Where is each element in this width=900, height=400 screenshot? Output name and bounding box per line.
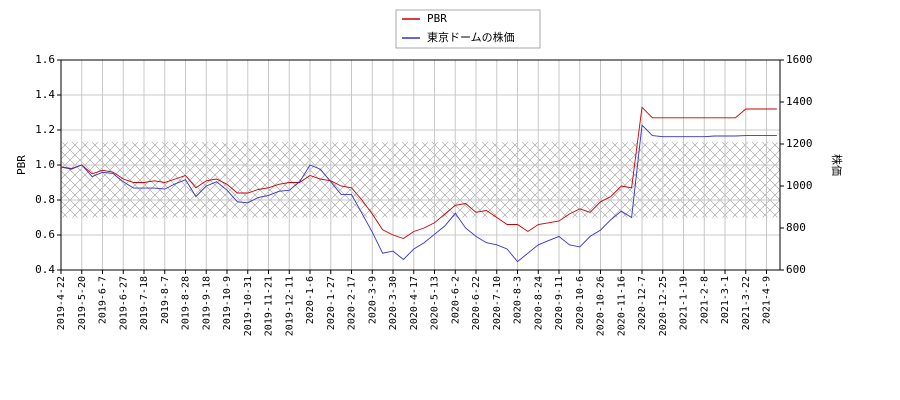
x-tick-label: 2020-11-16 <box>616 276 627 336</box>
x-tick-label: 2020-6-2 <box>450 276 461 324</box>
x-tick-label: 2020-6-22 <box>471 276 482 330</box>
plot-frame <box>60 59 781 271</box>
series-line <box>60 124 777 263</box>
y-tick-label: 1.0 <box>35 158 55 171</box>
x-tick-label: 2019-11-21 <box>264 276 275 336</box>
x-tick-label: 2019-6-7 <box>98 276 109 324</box>
x-tick-label: 2019-10-31 <box>243 276 254 336</box>
x-tick-label: 2020-12-25 <box>658 276 669 336</box>
x-tick-label: 2020-2-17 <box>347 276 358 330</box>
x-tick-label: 2019-4-22 <box>56 276 67 330</box>
x-tick-label: 2020-1-6 <box>305 276 316 324</box>
x-tick-label: 2020-4-17 <box>409 276 420 330</box>
x-tick-label: 2019-9-18 <box>201 276 212 330</box>
x-tick-label: 2019-12-11 <box>284 276 295 336</box>
x-tick-label: 2020-10-6 <box>575 276 586 330</box>
y-axis-label: PBR <box>15 155 28 175</box>
y-tick-label: 1.6 <box>35 53 55 66</box>
x-tick-label: 2020-8-3 <box>513 276 524 324</box>
x-tick-label: 2020-7-10 <box>492 276 503 330</box>
y-tick-label: 0.6 <box>35 228 55 241</box>
y2-axis-label: 株価 <box>830 154 844 176</box>
x-tick-label: 2021-4-9 <box>762 276 773 324</box>
x-tick-label: 2019-10-9 <box>222 276 233 330</box>
x-tick-label: 2020-3-9 <box>367 276 378 324</box>
x-tick-label: 2021-1-19 <box>679 276 690 330</box>
series-line <box>60 106 777 239</box>
x-tick-label: 2020-10-26 <box>596 276 607 336</box>
x-tick-label: 2020-5-13 <box>430 276 441 330</box>
hatch-band <box>61 142 780 218</box>
x-tick-label: 2019-5-20 <box>77 276 88 330</box>
y2-tick-label: 1400 <box>786 95 813 108</box>
legend-label: PBR <box>427 12 447 25</box>
x-tick-label: 2020-3-30 <box>388 276 399 330</box>
y2-tick-label: 1200 <box>786 137 813 150</box>
legend-label: 東京ドームの株価 <box>427 30 515 44</box>
y-tick-label: 1.2 <box>35 123 55 136</box>
x-tick-label: 2020-8-24 <box>533 276 544 330</box>
x-tick-label: 2020-9-11 <box>554 276 565 330</box>
x-tick-label: 2019-8-28 <box>181 276 192 330</box>
x-tick-label: 2021-3-1 <box>720 276 731 324</box>
y-tick-label: 0.8 <box>35 193 55 206</box>
y-tick-label: 0.4 <box>35 263 55 276</box>
y2-tick-label: 1000 <box>786 179 813 192</box>
x-tick-label: 2020-1-27 <box>326 276 337 330</box>
y-tick-label: 1.4 <box>35 88 55 101</box>
y2-tick-label: 800 <box>786 221 806 234</box>
legend-box <box>395 9 541 49</box>
x-tick-label: 2019-7-18 <box>139 276 150 330</box>
y2-tick-label: 1600 <box>786 53 813 66</box>
x-tick-label: 2021-3-22 <box>741 276 752 330</box>
x-tick-label: 2021-2-8 <box>699 276 710 324</box>
x-tick-label: 2019-8-7 <box>160 276 171 324</box>
x-tick-label: 2019-6-27 <box>118 276 129 330</box>
x-tick-label: 2020-12-7 <box>637 276 648 330</box>
y2-tick-label: 600 <box>786 263 806 276</box>
